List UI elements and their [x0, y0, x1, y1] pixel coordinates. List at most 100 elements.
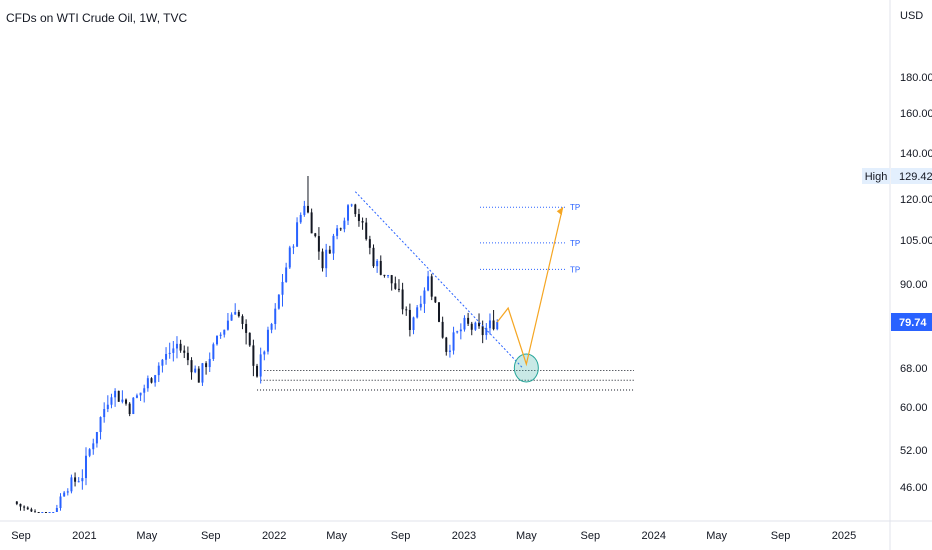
candle-body: [106, 404, 109, 410]
candle-body: [383, 274, 386, 276]
candle-body: [456, 331, 459, 333]
candle-body: [405, 309, 408, 311]
y-tick-label: 52.00: [900, 445, 928, 457]
candle-body: [77, 481, 80, 483]
candle-body: [208, 358, 211, 368]
candle-body: [357, 214, 360, 222]
candle-body: [245, 323, 248, 333]
candle-body: [408, 309, 411, 331]
candle-body: [92, 443, 95, 450]
last-price-value: 79.74: [899, 317, 927, 329]
candle-body: [296, 222, 299, 247]
candle-body: [470, 323, 473, 330]
candle-body: [325, 249, 328, 269]
candle-body: [306, 205, 309, 213]
candle-body: [288, 247, 291, 268]
candle-body: [365, 222, 368, 240]
high-label: High: [865, 171, 888, 183]
candle-body: [197, 368, 200, 383]
candle-body: [277, 294, 280, 309]
candle-body: [485, 328, 488, 336]
projection-arrowhead: [556, 207, 563, 216]
candle-body: [248, 332, 251, 346]
candle-body: [52, 512, 55, 513]
candle-body: [266, 329, 269, 352]
x-tick-label: May: [706, 530, 727, 542]
candle-body: [179, 343, 182, 351]
candle-body: [285, 267, 288, 282]
candle-body: [74, 477, 77, 482]
candle-body: [183, 350, 186, 353]
candle-body: [281, 281, 284, 295]
candle-body: [496, 322, 499, 330]
candle-body: [23, 506, 26, 508]
y-tick-label: 60.00: [900, 402, 928, 414]
candle-body: [270, 324, 273, 330]
candle-body: [397, 288, 400, 290]
x-tick-label: Sep: [201, 530, 221, 542]
candle-body: [135, 395, 138, 398]
candle-body: [361, 221, 364, 223]
target-zone-circle: [513, 353, 539, 383]
candle-body: [19, 503, 22, 507]
candle-body: [339, 228, 342, 230]
candle-body: [467, 317, 470, 324]
trendline: [354, 191, 524, 369]
candle-body: [387, 275, 390, 277]
candle-body: [95, 432, 98, 444]
candle-body: [452, 332, 455, 351]
candle-body: [441, 321, 444, 338]
candle-body: [223, 329, 226, 335]
candle-body: [445, 337, 448, 352]
candle-body: [117, 390, 120, 402]
candle-body: [161, 359, 164, 366]
candle-body: [481, 326, 484, 336]
candle-body: [259, 354, 262, 377]
candle-body: [143, 388, 146, 393]
candle-body: [70, 477, 73, 492]
candle-body: [172, 348, 175, 353]
candle-body: [194, 368, 197, 373]
candle-body: [376, 260, 379, 267]
candle-body: [219, 334, 222, 336]
high-value: 129.42: [899, 171, 932, 183]
candle-body: [347, 205, 350, 221]
candle-body: [401, 289, 404, 310]
candle-body: [434, 296, 437, 303]
candle-body: [379, 260, 382, 275]
candle-body: [448, 350, 451, 352]
candle-body: [186, 352, 189, 361]
candle-body: [263, 351, 266, 355]
candle-body: [212, 344, 215, 359]
candle-body: [26, 507, 29, 510]
candle-body: [230, 314, 233, 321]
candle-body: [372, 247, 375, 267]
candle-body: [463, 317, 466, 330]
y-tick-label: 120.00: [900, 194, 932, 206]
candle-body: [292, 246, 295, 248]
candle-body: [44, 512, 47, 513]
candle-body: [88, 449, 91, 456]
y-tick-label: 68.00: [900, 363, 928, 375]
candle-body: [419, 303, 422, 308]
candle-body: [430, 276, 433, 297]
last-price-badge: [891, 313, 932, 331]
candle-body: [488, 320, 491, 329]
candle-body: [216, 335, 219, 345]
candle-body: [310, 212, 313, 234]
y-tick-label: 140.00: [900, 148, 932, 160]
candle-body: [252, 345, 255, 366]
candle-body: [336, 228, 339, 236]
candle-body: [314, 233, 317, 237]
candle-body: [328, 249, 331, 254]
candle-body: [99, 417, 102, 433]
candle-body: [168, 352, 171, 354]
candle-body: [492, 320, 495, 330]
x-tick-label: 2023: [452, 530, 476, 542]
candle-body: [368, 239, 371, 248]
candle-body: [226, 320, 229, 330]
candle-body: [437, 302, 440, 322]
candle-body: [354, 204, 357, 215]
